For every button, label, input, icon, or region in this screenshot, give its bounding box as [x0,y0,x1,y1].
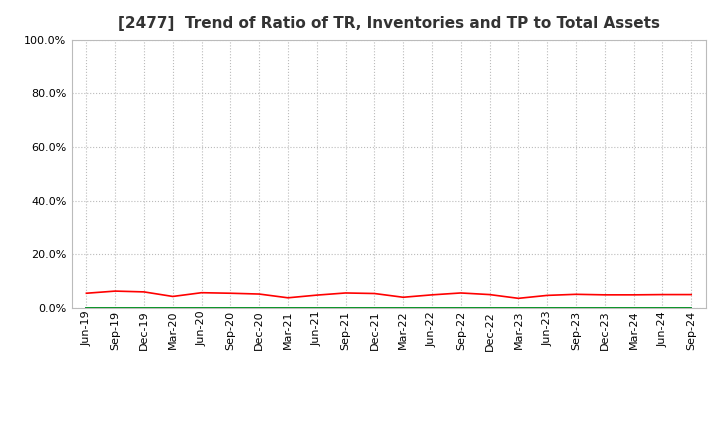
Trade Receivables [428,292,436,297]
Trade Payables [399,305,408,311]
Trade Receivables [600,292,609,297]
Inventories [284,305,292,311]
Trade Payables [197,305,206,311]
Trade Receivables [514,296,523,301]
Trade Receivables [312,293,321,298]
Trade Receivables [572,292,580,297]
Trade Payables [341,305,350,311]
Inventories [456,305,465,311]
Trade Payables [111,305,120,311]
Trade Payables [543,305,552,311]
Trade Receivables [543,293,552,298]
Trade Payables [658,305,667,311]
Trade Receivables [485,292,494,297]
Trade Receivables [197,290,206,295]
Inventories [341,305,350,311]
Inventories [197,305,206,311]
Inventories [687,305,696,311]
Trade Receivables [658,292,667,297]
Inventories [226,305,235,311]
Inventories [82,305,91,311]
Trade Payables [312,305,321,311]
Trade Payables [226,305,235,311]
Inventories [543,305,552,311]
Trade Payables [572,305,580,311]
Trade Receivables [284,295,292,301]
Inventories [629,305,638,311]
Trade Payables [82,305,91,311]
Trade Receivables [82,290,91,296]
Inventories [600,305,609,311]
Inventories [485,305,494,311]
Inventories [312,305,321,311]
Inventories [111,305,120,311]
Trade Payables [485,305,494,311]
Trade Receivables [687,292,696,297]
Inventories [255,305,264,311]
Trade Payables [255,305,264,311]
Line: Trade Receivables: Trade Receivables [86,291,691,298]
Inventories [572,305,580,311]
Inventories [658,305,667,311]
Trade Payables [629,305,638,311]
Trade Payables [284,305,292,311]
Trade Receivables [629,292,638,297]
Trade Payables [514,305,523,311]
Trade Receivables [226,290,235,296]
Trade Payables [600,305,609,311]
Inventories [140,305,148,311]
Inventories [168,305,177,311]
Trade Payables [428,305,436,311]
Trade Payables [456,305,465,311]
Inventories [514,305,523,311]
Trade Receivables [456,290,465,296]
Inventories [399,305,408,311]
Trade Receivables [399,295,408,300]
Trade Receivables [140,289,148,294]
Trade Receivables [341,290,350,296]
Trade Payables [370,305,379,311]
Trade Payables [168,305,177,311]
Trade Receivables [111,289,120,294]
Inventories [428,305,436,311]
Inventories [370,305,379,311]
Trade Payables [140,305,148,311]
Trade Receivables [370,291,379,296]
Trade Payables [687,305,696,311]
Trade Receivables [255,291,264,297]
Title: [2477]  Trend of Ratio of TR, Inventories and TP to Total Assets: [2477] Trend of Ratio of TR, Inventories… [118,16,660,32]
Trade Receivables [168,294,177,299]
